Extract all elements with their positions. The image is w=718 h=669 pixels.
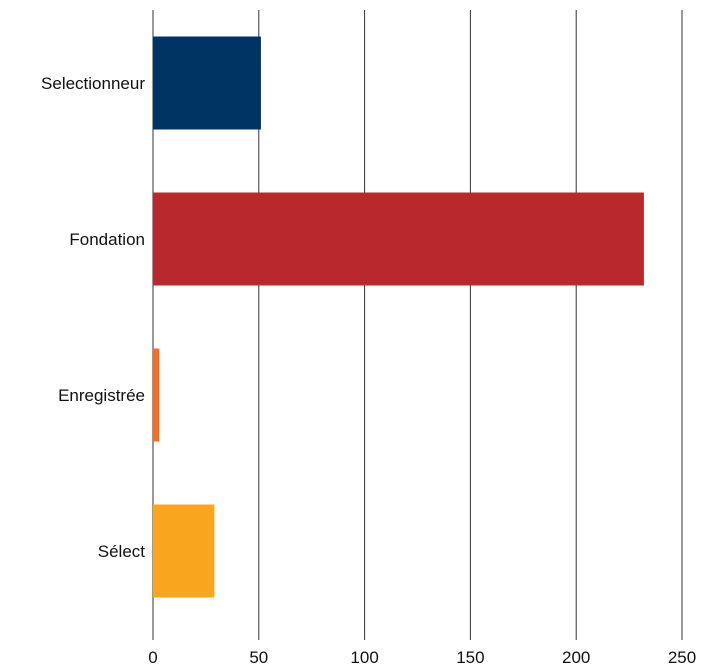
x-tick-label: 0 (148, 648, 157, 667)
category-label: Sélect (98, 542, 146, 561)
x-tick-label: 50 (249, 648, 268, 667)
category-label: Selectionneur (41, 74, 145, 93)
bar-s-lect (153, 504, 215, 598)
category-label: Enregistrée (58, 386, 145, 405)
bar-selectionneur (153, 36, 261, 130)
x-tick-label: 250 (668, 648, 696, 667)
x-tick-label: 200 (562, 648, 590, 667)
bar-enregistr-e (153, 348, 160, 442)
x-tick-label: 100 (350, 648, 378, 667)
x-axis-ticks: 0 50 100 150 200 250 (148, 634, 696, 667)
x-tick-label: 150 (456, 648, 484, 667)
bar-fondation (153, 192, 644, 286)
category-labels: Selectionneur Fondation Enregistrée Sélect (41, 74, 145, 561)
category-label: Fondation (69, 230, 145, 249)
bars (153, 36, 644, 598)
